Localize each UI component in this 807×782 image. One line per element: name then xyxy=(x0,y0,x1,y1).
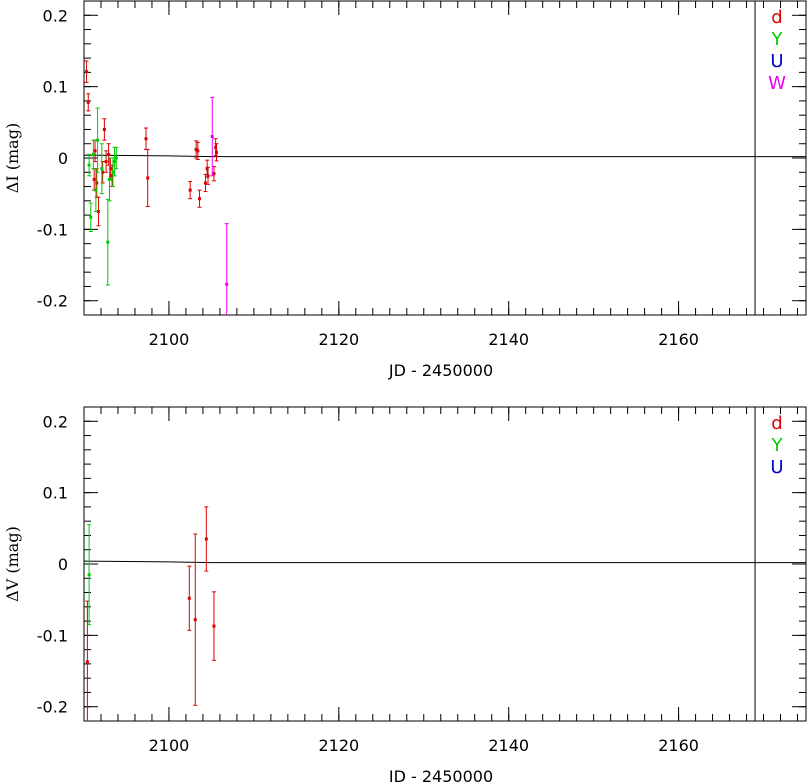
x-tick-label: 2140 xyxy=(488,736,529,755)
data-point xyxy=(204,537,208,541)
data-point xyxy=(113,160,117,164)
x-tick-label: 2100 xyxy=(149,330,190,349)
data-point xyxy=(110,174,114,178)
data-point xyxy=(96,138,100,142)
legend-entry-U: U xyxy=(770,457,783,478)
legend-entry-Y: Y xyxy=(771,29,784,50)
series-Y xyxy=(87,524,92,626)
data-point xyxy=(93,149,97,153)
data-point xyxy=(193,618,197,622)
data-point xyxy=(87,573,91,577)
data-point xyxy=(225,282,229,286)
plot-area xyxy=(84,1,806,315)
data-point xyxy=(198,197,202,201)
legend-entry-d: d xyxy=(771,413,782,434)
data-point xyxy=(89,215,93,219)
data-point xyxy=(107,177,111,181)
data-point xyxy=(94,188,98,192)
series-d xyxy=(85,506,216,721)
data-point xyxy=(188,188,192,192)
data-point xyxy=(111,170,115,174)
legend-entry-W: W xyxy=(768,73,786,94)
y-tick-label: -0.1 xyxy=(37,626,68,645)
data-point xyxy=(91,152,95,156)
y-tick-label: 0.2 xyxy=(43,6,68,25)
y-tick-label: -0.1 xyxy=(37,220,68,239)
y-axis-label: ΔI (mag) xyxy=(3,123,22,193)
x-tick-label: 2140 xyxy=(488,330,529,349)
y-tick-label: 0 xyxy=(58,555,68,574)
model-line xyxy=(84,154,806,158)
data-point xyxy=(214,145,218,149)
y-tick-label: 0.1 xyxy=(43,484,68,503)
series-d xyxy=(84,60,219,227)
data-point xyxy=(194,147,198,151)
plot-frame xyxy=(83,0,807,316)
data-point xyxy=(212,172,216,176)
y-axis-label: ΔV (mag) xyxy=(3,526,22,602)
data-point xyxy=(104,160,108,164)
series-W xyxy=(210,96,229,315)
x-tick-label: 2160 xyxy=(658,330,699,349)
chart-panel-1: -0.2 -0.1 0 0.1 0.2 2100 2120 2140 2160 JD - 2450… xyxy=(3,0,807,380)
plot-area xyxy=(84,407,806,721)
legend-entry-U: U xyxy=(770,51,783,72)
data-point xyxy=(215,150,219,154)
y-tick-label: -0.2 xyxy=(37,698,68,717)
x-tick-label: 2100 xyxy=(149,736,190,755)
data-point xyxy=(205,167,209,171)
x-tick-label: 2120 xyxy=(318,736,359,755)
data-point xyxy=(108,167,112,171)
data-point xyxy=(203,181,207,185)
data-point xyxy=(212,624,216,628)
data-point xyxy=(196,149,200,153)
data-point xyxy=(206,174,210,178)
data-point xyxy=(87,163,91,167)
data-point xyxy=(107,152,111,156)
data-point xyxy=(210,135,214,139)
legend-entry-d: d xyxy=(771,7,782,28)
y-tick-label: 0 xyxy=(58,149,68,168)
x-axis-label: JD - 2450000 xyxy=(388,361,493,380)
data-point xyxy=(146,176,150,180)
data-point xyxy=(85,660,89,664)
plot-frame xyxy=(83,406,807,722)
y-tick-label: 0.2 xyxy=(43,412,68,431)
data-point xyxy=(187,596,191,600)
data-point xyxy=(96,210,100,214)
data-point xyxy=(86,100,90,104)
legend-entry-Y: Y xyxy=(771,435,784,456)
chart-panel-2: -0.2 -0.1 0 0.1 0.2 2100 2120 2140 2160 JD - 2450… xyxy=(3,406,807,782)
data-point xyxy=(85,70,89,74)
y-tick-label: 0.1 xyxy=(43,78,68,97)
model-line xyxy=(84,560,806,564)
data-point xyxy=(92,177,96,181)
data-point xyxy=(106,240,110,244)
data-point xyxy=(100,167,104,171)
x-tick-label: 2120 xyxy=(318,330,359,349)
data-point xyxy=(114,156,118,160)
data-point xyxy=(102,127,106,131)
data-point xyxy=(95,181,99,185)
y-tick-label: -0.2 xyxy=(37,292,68,311)
x-axis-label: JD - 2450000 xyxy=(388,767,493,782)
data-point xyxy=(101,170,105,174)
series-Y xyxy=(87,107,119,286)
x-tick-label: 2160 xyxy=(658,736,699,755)
data-point xyxy=(144,137,148,141)
